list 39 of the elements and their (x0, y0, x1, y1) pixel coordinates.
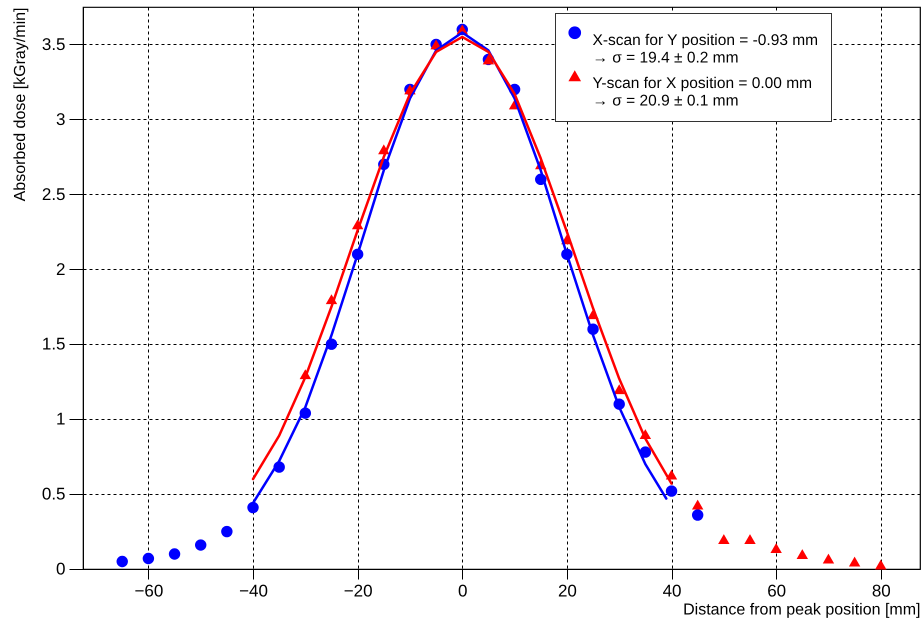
x-tick-label: 40 (662, 582, 682, 600)
point (796, 549, 808, 559)
y-tick-label: 1.5 (42, 334, 66, 354)
point (692, 500, 704, 510)
y-tick-label: 3.5 (42, 34, 66, 54)
point (666, 485, 678, 497)
y-tick-label: 2.5 (42, 184, 66, 204)
y-tick-label: 0.5 (42, 484, 66, 504)
point (744, 534, 756, 544)
point (875, 560, 886, 570)
legend-label: X-scan for Y position = -0.93 mm (592, 32, 818, 49)
y-tick-label: 3 (56, 110, 66, 129)
point (718, 534, 730, 544)
point (614, 384, 625, 394)
y-tick-label: 0 (56, 560, 66, 578)
x-tick-label: 0 (458, 582, 468, 600)
point (142, 552, 154, 564)
point (848, 556, 860, 566)
point (221, 526, 233, 538)
x-tick-label: −40 (239, 582, 268, 600)
legend-label: Y-scan for X position = 0.00 mm (592, 74, 812, 92)
y-tick-label: 1 (56, 410, 66, 429)
annotation: → σ = 20.9 ± 0.1 mm (592, 92, 739, 110)
point (770, 543, 782, 553)
point (168, 548, 180, 560)
x-tick-label: 80 (872, 582, 891, 600)
point (692, 509, 704, 521)
x-tick-label: −20 (344, 582, 373, 600)
point (116, 556, 128, 568)
point (247, 502, 259, 514)
x-tick-label: −60 (134, 582, 164, 600)
annotation: → σ = 19.4 ± 0.2 mm (592, 49, 739, 66)
y-tick-label: 2 (56, 260, 66, 279)
point (822, 554, 834, 564)
y-axis-title: Absorbed dose [kGray/min] (12, 8, 29, 202)
x-tick-label: 60 (767, 582, 786, 600)
point (195, 539, 206, 551)
x-axis-title: Distance from peak position [mm] (683, 602, 920, 618)
x-tick-label: 20 (558, 582, 577, 600)
